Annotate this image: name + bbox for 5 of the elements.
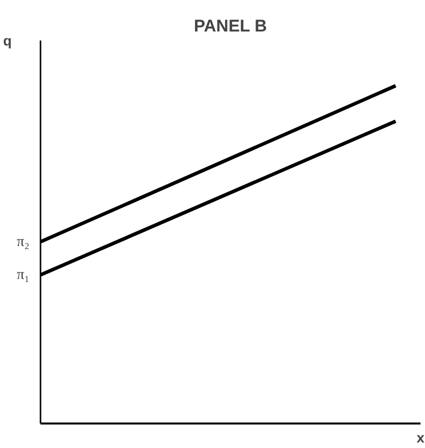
annotation: π₂ <box>16 234 30 250</box>
annotation: π₁ <box>16 266 30 283</box>
x-axis-title: x <box>416 430 425 446</box>
chart-title: PANEL B <box>194 16 267 36</box>
y-axis-title: q <box>3 32 12 48</box>
